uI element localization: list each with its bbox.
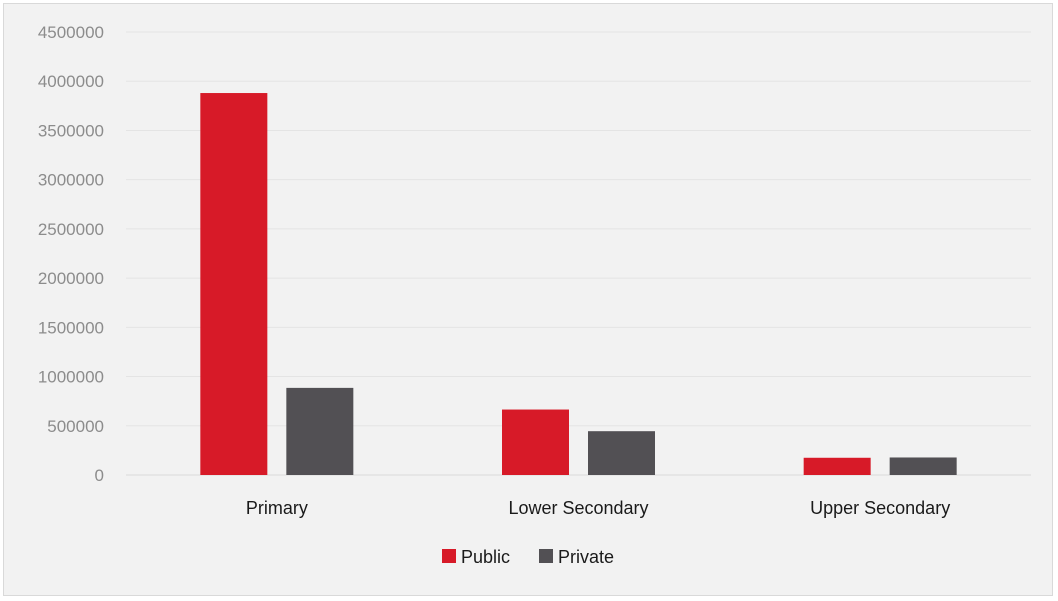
y-tick-label: 2500000	[38, 220, 104, 239]
bar-private-1	[588, 431, 655, 475]
y-tick-label: 500000	[47, 417, 104, 436]
y-tick-label: 1500000	[38, 318, 104, 337]
legend-label-public: Public	[461, 547, 510, 567]
y-tick-label: 1000000	[38, 368, 104, 387]
gridlines	[126, 31, 1031, 476]
legend-swatch-private	[539, 549, 553, 563]
bar-public-2	[803, 457, 871, 475]
y-tick-label: 3000000	[38, 171, 104, 190]
y-tick-label: 2000000	[38, 269, 104, 288]
x-axis-categories: Primary Lower Secondary Upper Secondary	[246, 498, 950, 518]
y-axis-ticks: 0 500000 1000000 1500000 2000000 2500000 30000…	[38, 23, 104, 485]
x-category-label: Lower Secondary	[508, 498, 648, 518]
bars	[200, 93, 957, 475]
bar-chart: 0 500000 1000000 1500000 2000000 2500000 30000…	[38, 23, 1031, 567]
bar-public-0	[200, 93, 268, 475]
chart-frame: 0 500000 1000000 1500000 2000000 2500000 30000…	[3, 3, 1053, 596]
legend: Public Private	[442, 547, 614, 567]
bar-private-0	[286, 387, 354, 475]
legend-swatch-public	[442, 549, 456, 563]
y-tick-label: 0	[95, 466, 104, 485]
legend-label-private: Private	[558, 547, 614, 567]
x-category-label: Upper Secondary	[810, 498, 950, 518]
y-tick-label: 3500000	[38, 121, 104, 140]
x-category-label: Primary	[246, 498, 308, 518]
y-tick-label: 4500000	[38, 23, 104, 42]
bar-public-1	[502, 409, 569, 475]
y-tick-label: 4000000	[38, 72, 104, 91]
bar-private-2	[889, 457, 957, 475]
